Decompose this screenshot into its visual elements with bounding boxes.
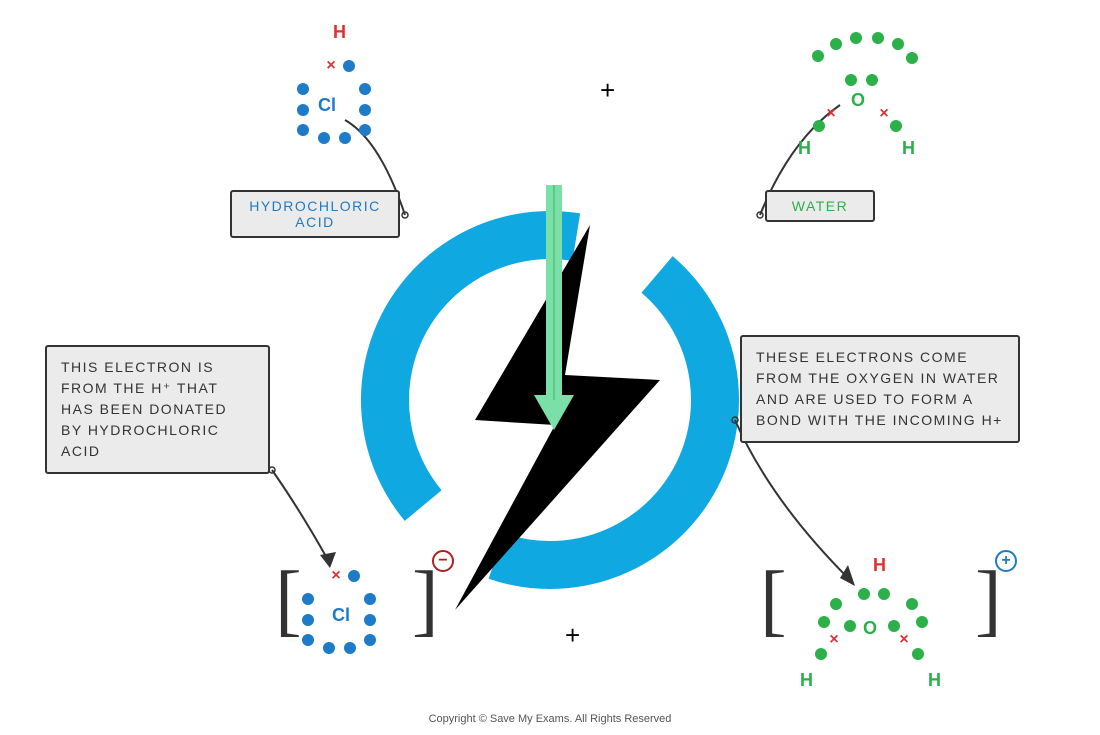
electron-dot [359,104,371,116]
electron-dot [297,104,309,116]
water-o-label: O [851,90,865,111]
electron-dot [302,593,314,605]
electron-dot [359,83,371,95]
electron-dot [344,642,356,654]
electron-cross: × [330,570,342,582]
h3o-h-left-label: H [800,670,813,691]
positive-charge: + [995,550,1017,572]
negative-charge: − [432,550,454,572]
electron-dot [830,598,842,610]
copyright-text: Copyright © Save My Exams. All Rights Re… [0,713,1100,725]
electron-dot [815,648,827,660]
water-h-label: H [798,138,811,159]
electron-dot [812,50,824,62]
electron-dot [872,32,884,44]
h3o-o-label: O [863,618,877,639]
electron-dot [302,634,314,646]
bracket-left: [ [760,555,787,646]
electron-dot [348,570,360,582]
desc-left-box: THIS ELECTRON IS FROM THE H⁺ THAT HAS BE… [45,345,270,474]
electron-cross: × [878,108,890,120]
electron-cross: × [325,60,337,72]
electron-dot [858,588,870,600]
electron-dot [830,38,842,50]
electron-dot [359,124,371,136]
electron-dot [892,38,904,50]
h3o-h-top-label: H [873,555,886,576]
electron-dot [364,614,376,626]
electron-cross: × [828,634,840,646]
electron-dot [866,74,878,86]
electron-dot [906,52,918,64]
desc-right-box: THESE ELECTRONS COME FROM THE OXYGEN IN … [740,335,1020,443]
h3o-h-right-label: H [928,670,941,691]
hcl-h-label: H [333,22,346,43]
electron-dot [844,620,856,632]
electron-dot [888,620,900,632]
electron-dot [343,60,355,72]
electron-dot [302,614,314,626]
cl-ion-label: Cl [332,605,350,626]
electron-dot [364,593,376,605]
electron-dot [297,83,309,95]
water-label-box: WATER [765,190,875,222]
bracket-left: [ [275,555,302,646]
electron-cross: × [898,634,910,646]
electron-dot [323,642,335,654]
electron-dot [906,598,918,610]
electron-dot [339,132,351,144]
electron-dot [890,120,902,132]
hcl-label-box: HYDROCHLORIC ACID [230,190,400,238]
plus-symbol-bottom: + [565,620,580,651]
electron-dot [878,588,890,600]
electron-dot [912,648,924,660]
plus-symbol-top: + [600,75,615,106]
electron-dot [916,616,928,628]
electron-cross: × [825,108,837,120]
electron-dot [818,616,830,628]
electron-dot [845,74,857,86]
electron-dot [364,634,376,646]
chemistry-diagram: + + H Cl × O H H × × HYDROCHLORIC ACID W… [0,0,1100,735]
water-h-label: H [902,138,915,159]
electron-dot [813,120,825,132]
electron-dot [297,124,309,136]
electron-dot [850,32,862,44]
hcl-cl-label: Cl [318,95,336,116]
electron-dot [318,132,330,144]
